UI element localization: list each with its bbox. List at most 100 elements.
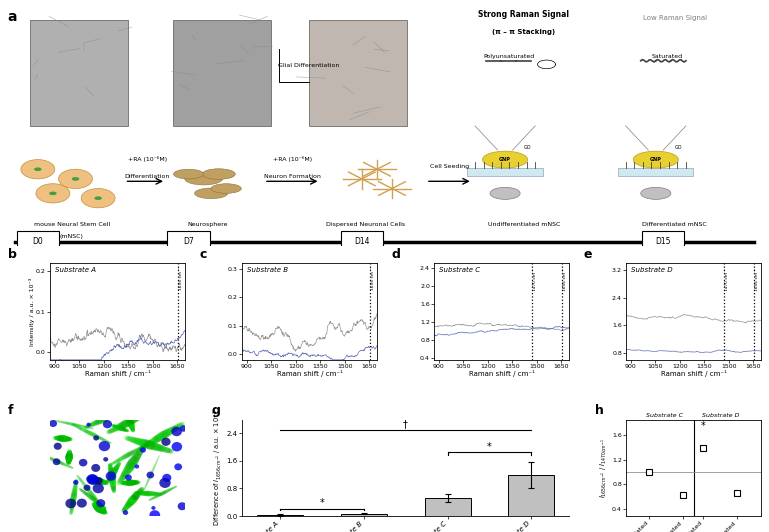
Circle shape <box>165 490 168 493</box>
Circle shape <box>82 482 85 485</box>
Circle shape <box>142 445 145 447</box>
Circle shape <box>66 458 72 463</box>
Circle shape <box>51 458 55 461</box>
Circle shape <box>149 438 157 445</box>
Circle shape <box>66 452 72 457</box>
Text: (mNSC): (mNSC) <box>60 234 84 239</box>
Circle shape <box>158 493 162 496</box>
Circle shape <box>75 425 78 428</box>
Circle shape <box>105 440 108 443</box>
Circle shape <box>119 475 126 480</box>
Circle shape <box>128 496 137 504</box>
Circle shape <box>141 445 144 448</box>
Circle shape <box>135 492 138 495</box>
Circle shape <box>69 509 74 512</box>
Circle shape <box>119 456 125 461</box>
Circle shape <box>165 428 172 436</box>
Circle shape <box>108 472 115 479</box>
Circle shape <box>140 413 145 418</box>
Circle shape <box>107 429 112 434</box>
Circle shape <box>110 470 117 476</box>
Circle shape <box>66 460 72 464</box>
Circle shape <box>141 493 143 494</box>
Circle shape <box>53 459 58 462</box>
Circle shape <box>180 425 187 432</box>
Circle shape <box>155 463 157 465</box>
Circle shape <box>92 496 97 500</box>
Circle shape <box>153 492 158 496</box>
Circle shape <box>46 456 49 459</box>
Circle shape <box>109 479 116 486</box>
Circle shape <box>55 436 59 440</box>
Circle shape <box>141 444 146 449</box>
Circle shape <box>92 421 98 426</box>
Circle shape <box>151 470 154 472</box>
Circle shape <box>110 469 117 476</box>
Circle shape <box>70 504 75 509</box>
Text: Differentiation: Differentiation <box>125 174 170 179</box>
Circle shape <box>78 476 80 479</box>
Text: Undifferentiated mNSC: Undifferentiated mNSC <box>488 222 560 227</box>
Circle shape <box>101 504 104 507</box>
Circle shape <box>144 440 155 450</box>
Circle shape <box>75 479 78 482</box>
Circle shape <box>67 461 71 465</box>
Circle shape <box>98 506 105 513</box>
Circle shape <box>95 505 105 513</box>
Circle shape <box>118 462 122 465</box>
Circle shape <box>116 463 121 467</box>
Circle shape <box>155 495 158 498</box>
Circle shape <box>143 444 146 447</box>
Circle shape <box>121 420 129 428</box>
Circle shape <box>135 448 139 452</box>
Circle shape <box>128 423 135 429</box>
Circle shape <box>115 464 120 468</box>
Circle shape <box>57 435 63 441</box>
Circle shape <box>112 426 118 431</box>
Circle shape <box>78 477 81 479</box>
Circle shape <box>63 436 69 442</box>
Circle shape <box>110 481 116 487</box>
Circle shape <box>71 492 77 498</box>
Circle shape <box>121 427 125 431</box>
Circle shape <box>93 503 100 509</box>
Circle shape <box>122 420 130 428</box>
Circle shape <box>171 426 178 431</box>
Circle shape <box>89 492 94 496</box>
Circle shape <box>81 480 84 483</box>
Circle shape <box>139 487 144 491</box>
Circle shape <box>67 461 71 465</box>
Circle shape <box>110 482 116 487</box>
Text: D14: D14 <box>355 237 370 246</box>
Circle shape <box>92 421 98 426</box>
Circle shape <box>128 423 135 428</box>
Circle shape <box>108 414 114 419</box>
Circle shape <box>93 503 101 510</box>
Circle shape <box>92 502 98 507</box>
Circle shape <box>108 477 112 480</box>
Circle shape <box>54 436 58 440</box>
Circle shape <box>127 418 135 425</box>
Circle shape <box>67 451 72 455</box>
Circle shape <box>98 507 106 514</box>
Circle shape <box>148 476 151 478</box>
Circle shape <box>147 479 150 481</box>
Circle shape <box>143 440 153 449</box>
Circle shape <box>108 413 115 419</box>
Circle shape <box>127 420 135 427</box>
Circle shape <box>160 492 165 495</box>
Circle shape <box>116 463 120 468</box>
Circle shape <box>125 412 129 415</box>
Circle shape <box>107 477 112 481</box>
Circle shape <box>95 504 105 512</box>
Circle shape <box>155 463 157 464</box>
Circle shape <box>159 493 163 496</box>
Circle shape <box>136 449 143 456</box>
Circle shape <box>85 485 88 489</box>
Circle shape <box>153 496 156 498</box>
Circle shape <box>69 509 73 513</box>
Circle shape <box>112 486 116 491</box>
Circle shape <box>65 456 72 462</box>
Circle shape <box>66 458 72 463</box>
Circle shape <box>91 494 95 498</box>
